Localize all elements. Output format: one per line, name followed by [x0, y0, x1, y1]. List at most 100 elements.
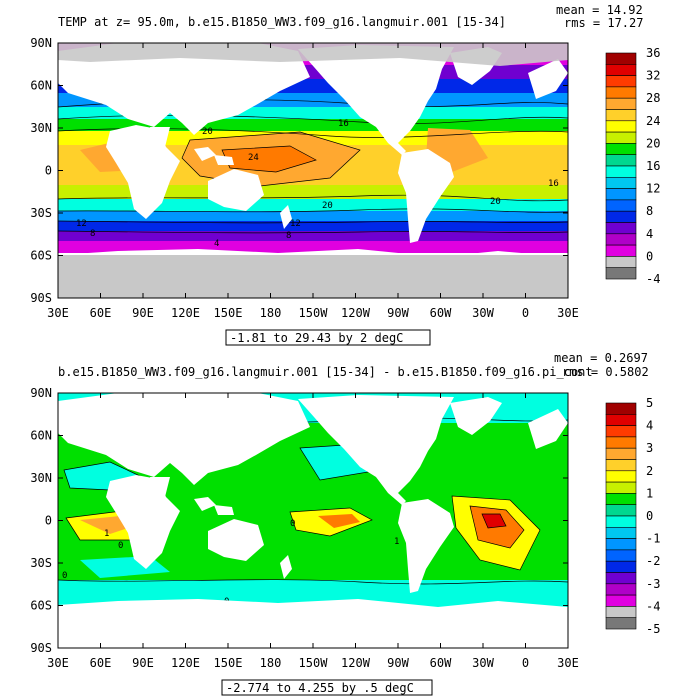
- colorbar-label: -2: [646, 554, 660, 568]
- lat-label: 60S: [30, 599, 52, 613]
- lon-label: 30W: [472, 306, 494, 320]
- contour-label: 16: [548, 179, 559, 189]
- colorbar-swatch: [605, 526, 637, 539]
- colorbar-swatch: [605, 222, 637, 235]
- colorbar-swatch: [605, 436, 637, 449]
- panel-1-map: 20 16 24 20 20 12 8 0 8 12 16 4: [58, 43, 568, 298]
- colorbar-label: 5: [646, 396, 653, 410]
- panel-2-colorbar: 5 4 3 2 1 0 -1 -2 -3 -4 -5: [605, 396, 660, 636]
- panel-2-rms: rms = 0.5802: [562, 365, 649, 379]
- panel-2: b.e15.B1850_WW3.f09_g16.langmuir.001 [15…: [57, 351, 660, 696]
- colorbar-label: -4: [646, 599, 660, 613]
- colorbar-swatch: [605, 154, 637, 167]
- contour-label: 0: [118, 541, 123, 551]
- lon-label: 90E: [132, 656, 154, 670]
- lat-label: 90S: [30, 291, 52, 305]
- colorbar-swatch: [605, 560, 637, 573]
- colorbar-swatch: [605, 177, 637, 189]
- colorbar-label: 2: [646, 464, 653, 478]
- lon-label: 30E: [557, 656, 579, 670]
- colorbar-label: 4: [646, 419, 653, 433]
- contour-label: 20: [490, 197, 501, 207]
- lon-label: 30E: [47, 306, 69, 320]
- lon-label: 120E: [171, 656, 200, 670]
- contour-label: 1: [104, 529, 109, 539]
- lon-label: 120E: [171, 306, 200, 320]
- lat-label: 60S: [30, 249, 52, 263]
- panel-1: TEMP at z= 95.0m, b.e15.B1850_WW3.f09_g1…: [57, 3, 660, 346]
- colorbar-swatch: [605, 233, 637, 246]
- contour-label: 16: [338, 119, 349, 129]
- lon-label: 30E: [47, 656, 69, 670]
- colorbar-swatch: [605, 256, 637, 268]
- lon-label: 150W: [299, 656, 329, 670]
- lat-label: 30N: [30, 471, 52, 485]
- colorbar-label: -4: [646, 272, 660, 286]
- colorbar-swatch: [605, 606, 637, 619]
- contour-label: 1: [394, 537, 399, 547]
- colorbar-label: -1: [646, 532, 660, 546]
- contour-label: 12: [290, 219, 301, 229]
- colorbar-label: 28: [646, 91, 660, 105]
- colorbar-swatch: [605, 109, 637, 122]
- lon-label: 150E: [214, 656, 243, 670]
- panel-1-range: -1.81 to 29.43 by 2 degC: [230, 331, 403, 345]
- colorbar-label: 0: [646, 249, 653, 263]
- panel-2-mean: mean = 0.2697: [554, 351, 648, 365]
- lat-label: 0: [45, 514, 52, 528]
- lon-label: 120W: [341, 306, 371, 320]
- lon-label: 30E: [557, 306, 579, 320]
- lat-label: 60N: [30, 79, 52, 93]
- colorbar-label: 8: [646, 204, 653, 218]
- colorbar-swatch: [605, 504, 637, 517]
- panel-1-title: TEMP at z= 95.0m, b.e15.B1850_WW3.f09_g1…: [58, 15, 506, 29]
- contour-label: 20: [322, 201, 333, 211]
- colorbar-swatch: [605, 447, 637, 460]
- colorbar-label: 32: [646, 69, 660, 83]
- colorbar-label: 0: [646, 509, 653, 523]
- colorbar-label: 12: [646, 182, 660, 196]
- contour-label: 0: [62, 571, 67, 581]
- lat-label: 30S: [30, 556, 52, 570]
- panel-2-range-box: [221, 679, 433, 696]
- lon-label: 180: [260, 656, 282, 670]
- lon-label: 60E: [90, 306, 112, 320]
- lon-label: 90E: [132, 306, 154, 320]
- colorbar-swatch: [605, 402, 637, 415]
- panel-1-contour-labels: 20 16 24 20 20 12 8 0 8 12 16 4: [76, 119, 559, 265]
- panel-1-rms: rms = 17.27: [564, 16, 643, 30]
- colorbar-swatch: [605, 165, 637, 178]
- colorbar-swatch: [605, 64, 637, 76]
- colorbar-swatch: [605, 143, 637, 155]
- colorbar-label: 36: [646, 46, 660, 60]
- lat-label: 90N: [30, 36, 52, 50]
- lat-label: 90N: [30, 386, 52, 400]
- colorbar-swatch: [605, 481, 637, 494]
- lon-label: 0: [522, 656, 529, 670]
- panel-2-title: b.e15.B1850_WW3.f09_g16.langmuir.001 [15…: [58, 365, 593, 379]
- lat-label: 90S: [30, 641, 52, 655]
- lat-label: 0: [45, 164, 52, 178]
- colorbar-swatch: [605, 549, 637, 562]
- colorbar-label: -3: [646, 577, 660, 591]
- panel-2-axis: [57, 392, 569, 649]
- contour-label: 20: [202, 127, 213, 137]
- lon-label: 60E: [90, 656, 112, 670]
- lon-label: 0: [522, 306, 529, 320]
- lon-label: 180: [260, 306, 282, 320]
- contour-label: 4: [214, 239, 219, 249]
- contour-label: 0: [290, 519, 295, 529]
- panel-1-colorbar: 36 32 28 24 20 16 12 8 4 0 -4: [605, 46, 660, 286]
- lon-label: 150E: [214, 306, 243, 320]
- colorbar-swatch: [605, 131, 637, 144]
- panel-1-mean: mean = 14.92: [556, 3, 643, 17]
- panel-2-range: -2.774 to 4.255 by .5 degC: [226, 681, 414, 695]
- lon-label: 90W: [387, 306, 409, 320]
- lon-label: 30W: [472, 656, 494, 670]
- colorbar-swatch: [605, 244, 637, 257]
- colorbar-label: 20: [646, 136, 660, 150]
- colorbar-swatch: [605, 459, 637, 472]
- colorbar-swatch: [605, 210, 637, 223]
- colorbar-swatch: [605, 413, 637, 426]
